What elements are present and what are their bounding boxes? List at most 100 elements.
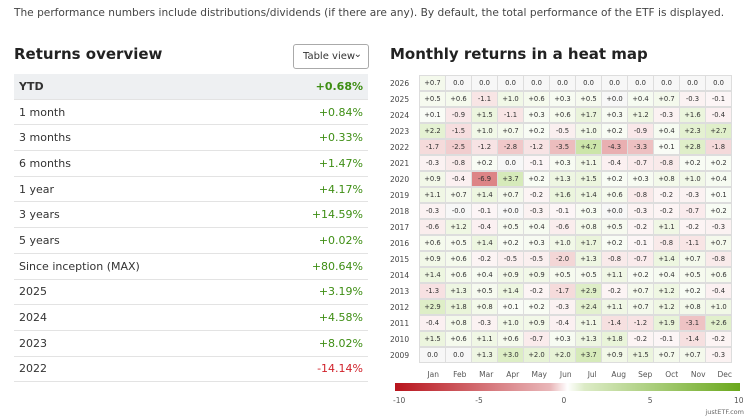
heatmap-cell: -4.3 <box>601 139 628 155</box>
heatmap-cell: -0.8 <box>627 187 654 203</box>
scale-tick-label: 5 <box>647 396 653 405</box>
heatmap-cell: -3.3 <box>627 139 654 155</box>
heatmap-cell: -3.1 <box>679 315 706 331</box>
heatmap-cell: -0.6 <box>549 219 576 235</box>
heatmap-cell: +1.2 <box>653 299 680 315</box>
heatmap-cell: -0.7 <box>627 251 654 267</box>
heatmap-cell: +0.2 <box>523 171 550 187</box>
heatmap-row: 2019 +1.1 +0.7 +1.4 +0.7 -0.2 +1.6 +1.4 +0.6 -0.8… <box>390 187 732 204</box>
heatmap-cell: +0.6 <box>705 267 732 283</box>
heatmap-cell: 0.0 <box>445 347 472 363</box>
heatmap-cell: +1.4 <box>575 187 602 203</box>
heatmap-cell: +2.3 <box>679 123 706 139</box>
returns-row: YTD +0.68% <box>14 74 368 100</box>
chevron-down-icon: ⌄ <box>353 49 362 60</box>
heatmap-cell: +0.4 <box>705 171 732 187</box>
heatmap-cell: +1.3 <box>471 347 498 363</box>
returns-row: 2022 -14.14% <box>14 357 368 383</box>
heatmap-cell: -0.3 <box>419 203 446 219</box>
heatmap-row: 2025 +0.5 +0.6 -1.1 +1.0 +0.6 +0.3 +0.5 +0.0 +0.4… <box>390 91 732 108</box>
return-period-label: 6 months <box>19 156 71 170</box>
heatmap-cell: -0.9 <box>627 123 654 139</box>
heatmap-cell: +1.4 <box>653 251 680 267</box>
month-label: May <box>531 370 547 379</box>
heatmap-cell: -1.1 <box>679 235 706 251</box>
heatmap-cell: +0.5 <box>679 267 706 283</box>
return-period-label: YTD <box>19 79 44 93</box>
heatmap-title: Monthly returns in a heat map <box>390 45 648 63</box>
heatmap-cell: +0.3 <box>523 235 550 251</box>
month-labels: Jan Feb Mar Apr May Jun Jul Aug Sep Oct Nov Dec <box>420 370 738 379</box>
view-select[interactable]: Table view ⌄ <box>293 44 369 69</box>
heatmap-cell: +0.2 <box>601 235 628 251</box>
heatmap-cell: -0.2 <box>627 331 654 347</box>
heatmap-cell: +0.9 <box>523 315 550 331</box>
heatmap-cell: 0.0 <box>471 75 498 91</box>
heatmap-cell: +0.6 <box>419 235 446 251</box>
heatmap-cell: -1.7 <box>419 139 446 155</box>
heatmap-cell: +0.5 <box>601 219 628 235</box>
heatmap-cell: -0.3 <box>705 347 732 363</box>
heatmap-cell: +1.4 <box>497 283 524 299</box>
returns-overview-title: Returns overview <box>14 45 163 63</box>
heatmap-cell: +0.1 <box>497 299 524 315</box>
heatmap-cell: +0.7 <box>653 347 680 363</box>
heatmap-cell: +0.6 <box>549 107 576 123</box>
heatmap-cell: 0.0 <box>549 75 576 91</box>
return-period-label: 3 months <box>19 131 71 145</box>
heatmap-cell: +0.5 <box>549 267 576 283</box>
heatmap-cell: -0.4 <box>601 155 628 171</box>
heatmap-row: 2016 +0.6 +0.5 +1.4 +0.2 +0.3 +1.0 +1.7 +0.2 -0.1… <box>390 235 732 252</box>
heatmap-cell: -0.3 <box>627 203 654 219</box>
return-value: +14.59% <box>311 208 363 222</box>
heatmap-cell: +2.8 <box>679 139 706 155</box>
year-label: 2014 <box>390 271 410 280</box>
heatmap-cell: +0.2 <box>679 283 706 299</box>
scale-tick-label: -5 <box>475 396 483 405</box>
return-value: +1.47% <box>318 156 363 170</box>
view-select-value: Table view <box>303 51 356 62</box>
heatmap-cell: +0.3 <box>549 91 576 107</box>
heatmap-row: 2013 -1.3 +1.3 +0.5 +1.4 -0.2 -1.7 +2.9 -0.2 +0.7… <box>390 283 732 300</box>
heatmap-cell: +0.6 <box>523 91 550 107</box>
heatmap-cell: 0.0 <box>523 75 550 91</box>
return-period-label: Since inception (MAX) <box>19 259 140 273</box>
heatmap-row: 2020 +0.9 -0.4 -6.9 +3.7 +0.2 +1.3 +1.5 +0.2 +0.3… <box>390 171 732 188</box>
heatmap-cell: +2.7 <box>705 123 732 139</box>
heatmap-cell: +1.5 <box>471 107 498 123</box>
returns-table: YTD +0.68% 1 month +0.84% 3 months +0.33% 6 mo… <box>14 74 368 383</box>
performance-note: The performance numbers include distribu… <box>14 7 725 19</box>
heatmap-cell: +1.3 <box>549 171 576 187</box>
heatmap-row: 2011 -0.4 +0.8 -0.3 +1.0 +0.9 -0.4 +1.1 -1.4 -1.2… <box>390 315 732 332</box>
heatmap-cell: -1.2 <box>523 139 550 155</box>
heatmap-cell: +1.0 <box>549 235 576 251</box>
heatmap-cell: +0.3 <box>549 155 576 171</box>
return-value: +0.02% <box>318 233 363 247</box>
return-period-label: 2023 <box>19 336 47 350</box>
heatmap-cell: +2.6 <box>705 315 732 331</box>
return-period-label: 5 years <box>19 233 60 247</box>
heatmap-cell: -0.3 <box>523 203 550 219</box>
heatmap-cell: +0.6 <box>445 91 472 107</box>
month-label: Jun <box>559 370 572 379</box>
heatmap-cell: -0.4 <box>445 171 472 187</box>
heatmap-cell: +0.0 <box>497 203 524 219</box>
heatmap-cell: +1.8 <box>601 331 628 347</box>
heatmap-cell: 0.0 <box>679 75 706 91</box>
heatmap-cell: +1.5 <box>627 347 654 363</box>
year-label: 2020 <box>390 175 410 184</box>
month-label: Aug <box>611 370 627 379</box>
heatmap-cell: +1.1 <box>601 267 628 283</box>
heatmap-cell: -0.4 <box>705 107 732 123</box>
heatmap-cell: -0.1 <box>549 203 576 219</box>
returns-row: 1 year +4.17% <box>14 177 368 203</box>
month-label: Apr <box>506 370 520 379</box>
heatmap-cell: +0.9 <box>497 267 524 283</box>
heatmap-cell: +1.0 <box>497 91 524 107</box>
heatmap-cell: +0.7 <box>627 283 654 299</box>
heatmap-row: 2014 +1.4 +0.6 +0.4 +0.9 +0.9 +0.5 +0.5 +1.1 +0.2… <box>390 267 732 284</box>
heatmap-cell: -0.8 <box>601 251 628 267</box>
heatmap-cell: -3.5 <box>549 139 576 155</box>
heatmap-cell: 0.0 <box>705 75 732 91</box>
heatmap-cell: +1.4 <box>419 267 446 283</box>
